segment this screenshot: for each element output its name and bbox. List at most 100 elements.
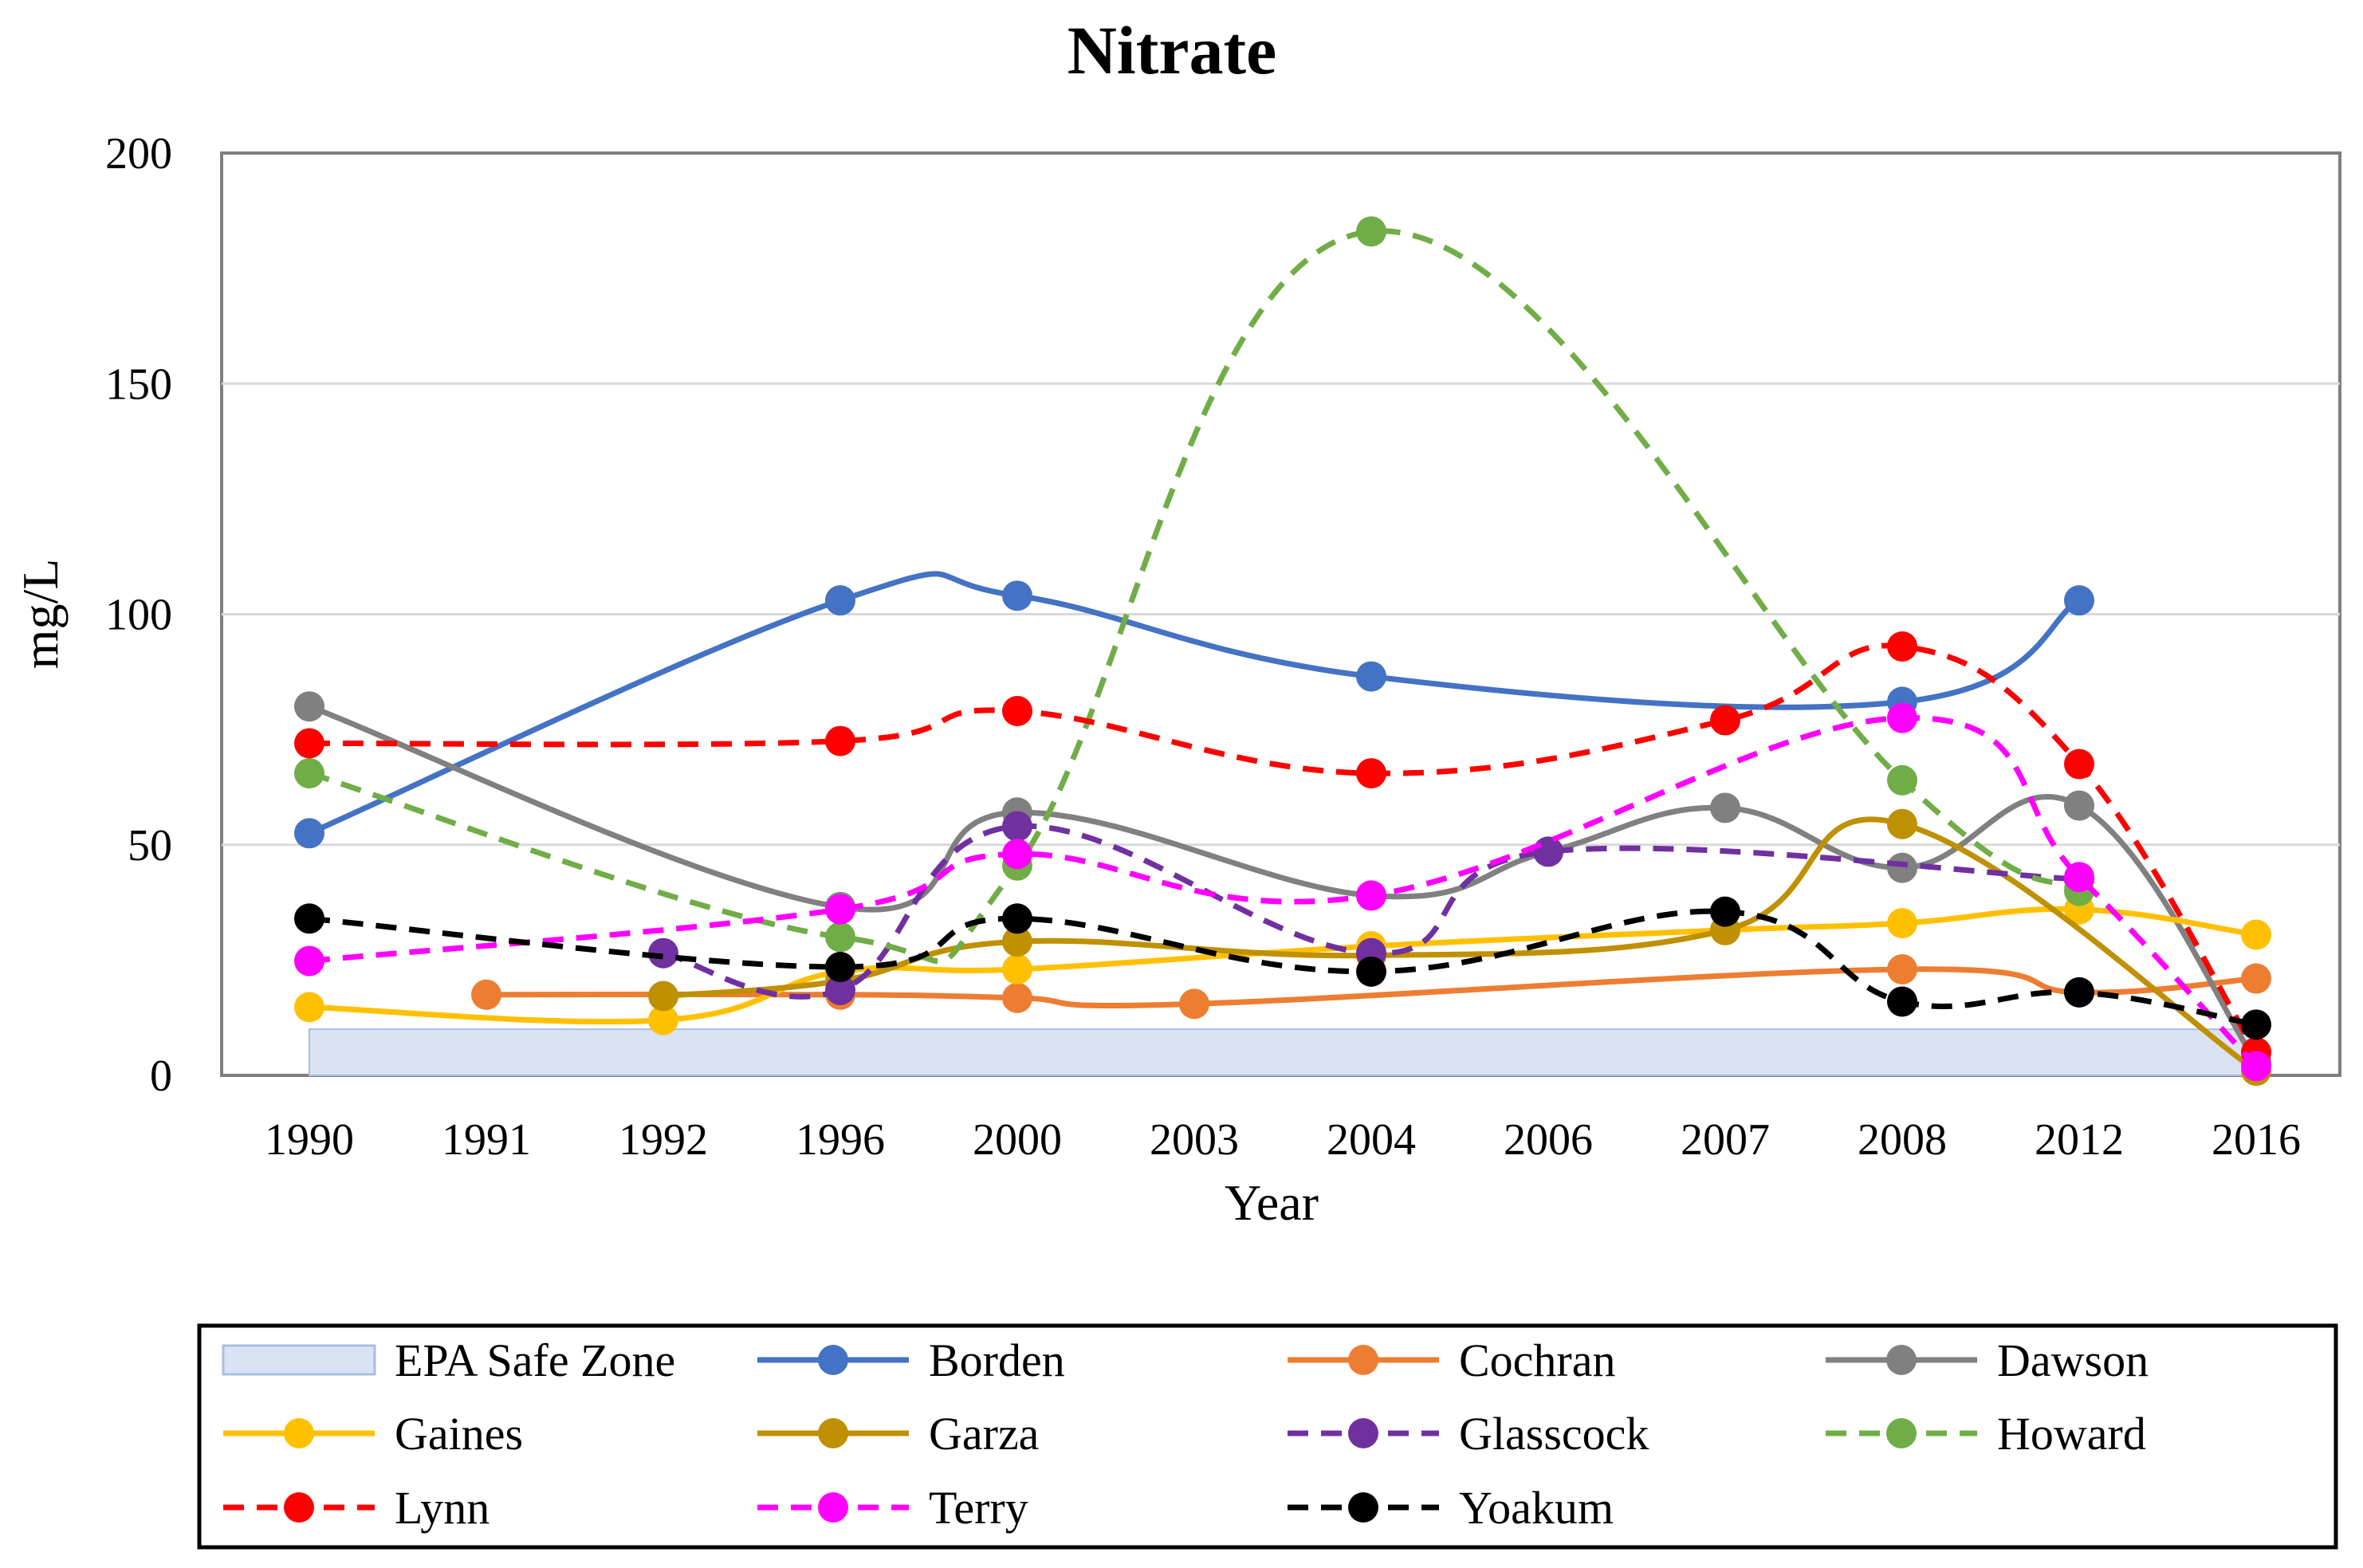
legend-marker-borden: [818, 1345, 848, 1375]
data-point-lynn: [1356, 758, 1386, 789]
data-point-dawson: [1710, 792, 1740, 823]
series-line-howard: [308, 228, 2081, 965]
legend-marker-cochran: [1348, 1345, 1378, 1375]
data-point-yoakum: [1002, 903, 1032, 934]
legend-label-cochran: Cochran: [1459, 1334, 1616, 1386]
y-tick-label: 50: [128, 821, 172, 870]
data-point-dawson: [2064, 790, 2094, 821]
data-point-yoakum: [825, 952, 855, 983]
data-point-yoakum: [2241, 1009, 2271, 1040]
legend-marker-yoakum: [1348, 1492, 1378, 1523]
series-layer: [294, 216, 2271, 1087]
series-line-glasscock: [663, 823, 2080, 1000]
data-point-dawson: [1887, 852, 1917, 883]
legend-marker-garza: [818, 1418, 848, 1448]
y-tick-label: 0: [150, 1051, 172, 1101]
data-point-howard: [294, 758, 324, 789]
y-axis-ticks: 0 50 100 150 200: [105, 129, 172, 1101]
data-point-yoakum: [1356, 956, 1386, 987]
legend-label-dawson: Dawson: [1997, 1334, 2149, 1386]
data-point-glasscock: [1002, 811, 1032, 842]
legend-label-borden: Borden: [929, 1334, 1065, 1386]
data-point-howard: [1356, 216, 1386, 247]
y-tick-label: 150: [105, 360, 172, 409]
data-point-borden: [2064, 585, 2094, 616]
legend-label-yoakum: Yoakum: [1459, 1482, 1614, 1534]
x-tick-label: 1996: [796, 1115, 885, 1165]
x-axis-label: Year: [1225, 1174, 1319, 1231]
data-point-garza: [1887, 808, 1917, 839]
data-point-yoakum: [2064, 977, 2094, 1008]
data-point-glasscock: [825, 974, 855, 1005]
legend-marker-howard: [1886, 1418, 1917, 1448]
data-point-cochran: [1887, 953, 1917, 984]
legend: EPA Safe Zone Borden Cochran Dawson Gaines Ga…: [197, 1323, 2338, 1550]
plot-area: 0 50 100 150 200 1990 1991 1992 1996 2000 2003 200…: [105, 129, 2341, 1165]
legend-marker-glasscock: [1348, 1418, 1378, 1448]
legend-label-lynn: Lynn: [395, 1482, 490, 1534]
data-point-yoakum: [1710, 896, 1740, 927]
legend-marker-terry: [818, 1492, 848, 1523]
data-point-borden: [1002, 580, 1032, 611]
series-line-lynn: [309, 643, 2259, 1054]
legend-marker-dawson: [1886, 1345, 1917, 1375]
data-point-lynn: [1887, 631, 1917, 662]
x-tick-label: 1990: [265, 1115, 354, 1165]
data-point-dawson: [294, 691, 324, 722]
x-tick-label: 2016: [2212, 1115, 2301, 1165]
data-point-yoakum: [1887, 986, 1917, 1017]
data-point-howard: [825, 922, 855, 953]
data-point-garza: [648, 980, 678, 1012]
legend-label-garza: Garza: [929, 1408, 1039, 1460]
data-point-terry: [2241, 1051, 2271, 1082]
data-point-cochran: [1179, 988, 1209, 1020]
x-tick-label: 2004: [1327, 1115, 1416, 1165]
data-point-borden: [294, 818, 324, 849]
series-line-garza: [663, 816, 2259, 1074]
data-point-glasscock: [1533, 836, 1563, 867]
x-tick-label: 2003: [1150, 1115, 1239, 1165]
data-point-gaines: [648, 1004, 678, 1036]
legend-label-glasscock: Glasscock: [1459, 1408, 1649, 1460]
data-point-cochran: [1002, 982, 1032, 1013]
data-point-terry: [1887, 702, 1917, 733]
x-tick-label: 2007: [1681, 1115, 1770, 1165]
data-point-cochran: [471, 979, 501, 1010]
y-tick-label: 100: [105, 591, 172, 640]
data-point-yoakum: [294, 903, 324, 934]
series-terry: [294, 702, 2271, 1082]
gridlines: [222, 382, 2340, 847]
data-point-borden: [1356, 661, 1386, 692]
epa-safe-zone-band: [309, 1028, 2257, 1077]
data-point-garza: [1002, 926, 1032, 957]
data-point-gaines: [1002, 953, 1032, 984]
x-tick-label: 1992: [619, 1115, 708, 1165]
data-point-borden: [825, 585, 855, 616]
legend-label-howard: Howard: [1997, 1408, 2146, 1460]
x-tick-label: 2006: [1504, 1115, 1593, 1165]
data-point-gaines: [2241, 919, 2271, 950]
epa-safe-zone: [309, 1028, 2257, 1077]
series-line-gaines: [309, 906, 2257, 1025]
series-borden: [294, 571, 2094, 849]
data-point-terry: [1356, 880, 1386, 911]
legend-frame: [197, 1323, 2338, 1550]
legend-label-gaines: Gaines: [395, 1408, 523, 1460]
legend-label-epa-safe-zone: EPA Safe Zone: [395, 1334, 675, 1386]
x-tick-label: 1991: [442, 1115, 531, 1165]
y-tick-label: 200: [105, 129, 172, 179]
series-yoakum: [294, 896, 2271, 1040]
data-point-cochran: [2241, 963, 2271, 994]
x-tick-label: 2008: [1858, 1115, 1947, 1165]
legend-label-terry: Terry: [929, 1482, 1028, 1534]
x-tick-label: 2000: [973, 1115, 1062, 1165]
legend-marker-lynn: [284, 1492, 314, 1523]
y-axis-label: mg/L: [12, 559, 69, 670]
data-point-lynn: [1002, 695, 1032, 726]
data-point-terry: [2064, 862, 2094, 893]
data-point-terry: [294, 945, 324, 977]
data-point-terry: [1002, 839, 1032, 870]
x-axis-ticks: 1990 1991 1992 1996 2000 2003 2004 2006 2007 2008…: [265, 1115, 2301, 1165]
data-point-lynn: [825, 725, 855, 756]
